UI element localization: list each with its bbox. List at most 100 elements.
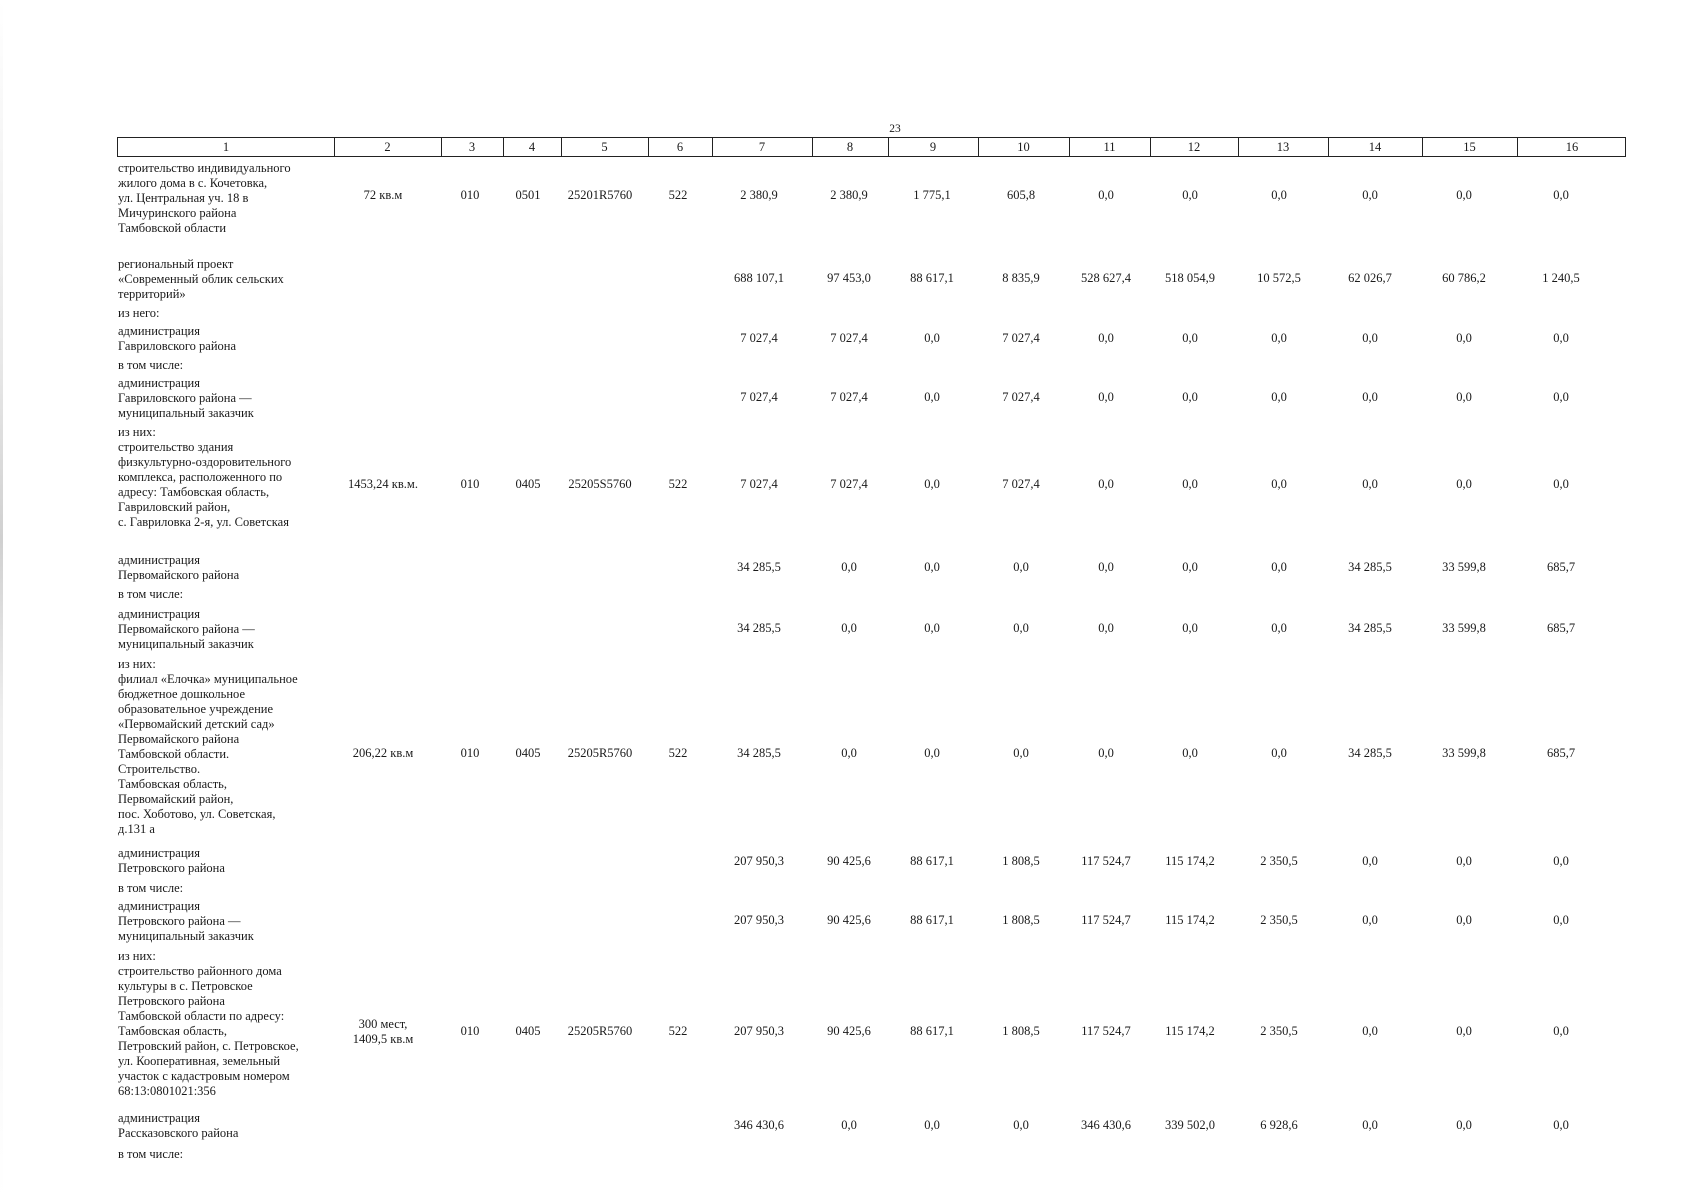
amount-cell-col-10: 0,0 xyxy=(1013,1118,1029,1132)
amount-cell-col-13: 0,0 xyxy=(1271,477,1287,491)
amount-cell-col-15: 0,0 xyxy=(1456,1118,1472,1132)
amount-cell-col-7: 207 950,3 xyxy=(734,1024,784,1038)
capacity-cell: 300 мест, 1409,5 кв.м xyxy=(352,1016,414,1046)
amount-cell-col-16: 0,0 xyxy=(1553,913,1569,927)
amount-cell-col-16: 685,7 xyxy=(1546,746,1576,760)
amount-cell-col-13: 2 350,5 xyxy=(1260,854,1298,868)
amount-cell-col-15: 33 599,8 xyxy=(1442,621,1486,635)
amount-cell-col-11: 117 524,7 xyxy=(1081,854,1131,868)
amount-cell-col-12: 518 054,9 xyxy=(1165,271,1215,285)
amount-cell-col-10: 0,0 xyxy=(1013,746,1029,760)
amount-cell-col-12: 0,0 xyxy=(1182,331,1198,345)
amount-cell-col-15: 33 599,8 xyxy=(1442,560,1486,574)
amount-cell-col-7: 346 430,6 xyxy=(734,1118,784,1132)
code-cell: 0405 xyxy=(515,477,541,491)
column-divider xyxy=(1150,138,1151,156)
amount-cell-col-8: 0,0 xyxy=(841,746,857,760)
amount-cell-col-14: 0,0 xyxy=(1362,1024,1378,1038)
amount-cell-col-9: 0,0 xyxy=(924,621,940,635)
amount-cell-col-7: 34 285,5 xyxy=(737,560,781,574)
amount-cell-col-10: 1 808,5 xyxy=(1002,854,1040,868)
column-header-7: 7 xyxy=(758,140,766,154)
column-divider xyxy=(812,138,813,156)
amount-cell-col-16: 685,7 xyxy=(1546,560,1576,574)
amount-cell-col-15: 0,0 xyxy=(1456,188,1472,202)
column-header-2: 2 xyxy=(384,140,391,154)
amount-cell-col-16: 1 240,5 xyxy=(1542,271,1580,285)
column-header-11: 11 xyxy=(1103,140,1116,154)
amount-cell-col-14: 0,0 xyxy=(1362,390,1378,404)
amount-cell-col-8: 2 380,9 xyxy=(830,188,868,202)
amount-cell-col-14: 0,0 xyxy=(1362,188,1378,202)
amount-cell-col-14: 0,0 xyxy=(1362,477,1378,491)
row-description: из них: строительство районного дома кул… xyxy=(118,949,299,1098)
amount-cell-col-15: 0,0 xyxy=(1456,913,1472,927)
amount-cell-col-13: 0,0 xyxy=(1271,390,1287,404)
amount-cell-col-8: 90 425,6 xyxy=(827,1024,871,1038)
amount-cell-col-11: 0,0 xyxy=(1098,746,1114,760)
row-description: строительство индивидуального жилого дом… xyxy=(118,161,291,235)
amount-cell-col-15: 0,0 xyxy=(1456,390,1472,404)
amount-cell-col-11: 0,0 xyxy=(1098,390,1114,404)
column-header-16: 16 xyxy=(1565,140,1579,154)
code-cell: 25201R5760 xyxy=(567,188,633,202)
column-header-10: 10 xyxy=(1017,140,1030,154)
amount-cell-col-8: 7 027,4 xyxy=(830,390,868,404)
amount-cell-col-9: 0,0 xyxy=(924,390,940,404)
amount-cell-col-13: 0,0 xyxy=(1271,560,1287,574)
amount-cell-col-10: 7 027,4 xyxy=(1002,390,1040,404)
column-divider xyxy=(1328,138,1329,156)
column-divider xyxy=(441,138,442,156)
column-header-1: 1 xyxy=(222,140,230,154)
amount-cell-col-7: 2 380,9 xyxy=(740,188,778,202)
amount-cell-col-14: 0,0 xyxy=(1362,854,1378,868)
row-description: администрация Петровского района — муниц… xyxy=(118,899,254,943)
amount-cell-col-11: 117 524,7 xyxy=(1081,913,1131,927)
amount-cell-col-15: 0,0 xyxy=(1456,331,1472,345)
row-description: региональный проект «Современный облик с… xyxy=(118,257,284,301)
amount-cell-col-12: 115 174,2 xyxy=(1165,854,1215,868)
amount-cell-col-15: 33 599,8 xyxy=(1442,746,1486,760)
amount-cell-col-13: 0,0 xyxy=(1271,331,1287,345)
amount-cell-col-14: 0,0 xyxy=(1362,1118,1378,1132)
amount-cell-col-11: 0,0 xyxy=(1098,331,1114,345)
row-description: администрация Петровского района xyxy=(118,846,225,875)
code-cell: 0405 xyxy=(515,746,541,760)
column-header-15: 15 xyxy=(1463,140,1476,154)
amount-cell-col-11: 0,0 xyxy=(1098,621,1114,635)
amount-cell-col-9: 88 617,1 xyxy=(910,271,954,285)
amount-cell-col-9: 0,0 xyxy=(924,331,940,345)
amount-cell-col-10: 7 027,4 xyxy=(1002,477,1040,491)
amount-cell-col-15: 0,0 xyxy=(1456,854,1472,868)
row-description: администрация Рассказовского района xyxy=(118,1111,239,1140)
amount-cell-col-8: 7 027,4 xyxy=(830,331,868,345)
amount-cell-col-12: 0,0 xyxy=(1182,560,1198,574)
code-cell: 522 xyxy=(668,188,688,202)
row-description: из них: строительство здания физкультурн… xyxy=(118,425,292,529)
amount-cell-col-16: 0,0 xyxy=(1553,854,1569,868)
amount-cell-col-16: 685,7 xyxy=(1546,621,1576,635)
amount-cell-col-9: 0,0 xyxy=(924,1118,940,1132)
column-divider xyxy=(1422,138,1423,156)
amount-cell-col-7: 7 027,4 xyxy=(740,390,778,404)
amount-cell-col-13: 2 350,5 xyxy=(1260,913,1298,927)
amount-cell-col-12: 0,0 xyxy=(1182,390,1198,404)
row-description: из них: филиал «Елочка» муниципальное бю… xyxy=(118,657,298,836)
amount-cell-col-15: 0,0 xyxy=(1456,1024,1472,1038)
column-header-14: 14 xyxy=(1368,140,1382,154)
column-divider xyxy=(888,138,889,156)
amount-cell-col-13: 0,0 xyxy=(1271,188,1287,202)
code-cell: 25205S5760 xyxy=(568,477,632,491)
amount-cell-col-10: 8 835,9 xyxy=(1002,271,1040,285)
amount-cell-col-12: 0,0 xyxy=(1182,621,1198,635)
amount-cell-col-16: 0,0 xyxy=(1553,331,1569,345)
amount-cell-col-13: 6 928,6 xyxy=(1260,1118,1298,1132)
column-divider xyxy=(1517,138,1518,156)
amount-cell-col-16: 0,0 xyxy=(1553,390,1569,404)
capacity-cell: 206,22 кв.м xyxy=(352,746,414,760)
row-description: в том числе: xyxy=(118,358,184,372)
column-divider xyxy=(978,138,979,156)
amount-cell-col-12: 339 502,0 xyxy=(1165,1118,1215,1132)
amount-cell-col-14: 62 026,7 xyxy=(1348,271,1392,285)
amount-cell-col-8: 0,0 xyxy=(841,1118,857,1132)
